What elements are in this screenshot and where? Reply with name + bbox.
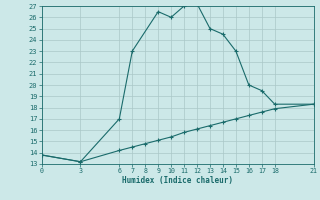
X-axis label: Humidex (Indice chaleur): Humidex (Indice chaleur) — [122, 176, 233, 185]
